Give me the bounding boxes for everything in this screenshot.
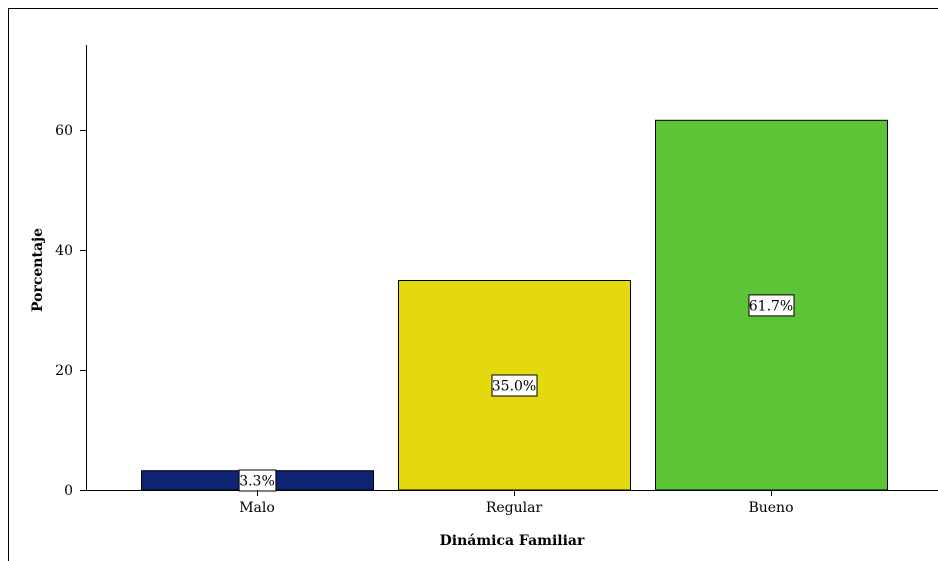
y-tick-label: 60 [55,123,73,139]
y-axis-ticks: 0 20 40 60 [55,123,86,499]
data-label: 61.7% [749,298,793,314]
data-label: 35.0% [492,379,536,395]
data-label: 3.3% [239,474,275,490]
y-tick-label: 40 [55,243,73,259]
y-axis-title: Porcentaje [30,228,46,312]
x-axis-tick-labels: Malo Regular Bueno [239,490,794,516]
data-label-box [491,374,538,397]
bars: 3.3% 35.0% 61.7% [141,119,888,492]
x-tick-label: Regular [486,500,543,516]
data-label-box [748,294,795,317]
y-tick-label: 20 [55,363,73,379]
y-tick-label: 0 [64,483,73,499]
x-tick-label: Malo [239,500,275,516]
x-tick-label: Bueno [748,500,793,516]
chart-border [8,8,938,561]
x-axis-title: Dinámica Familiar [440,533,585,549]
